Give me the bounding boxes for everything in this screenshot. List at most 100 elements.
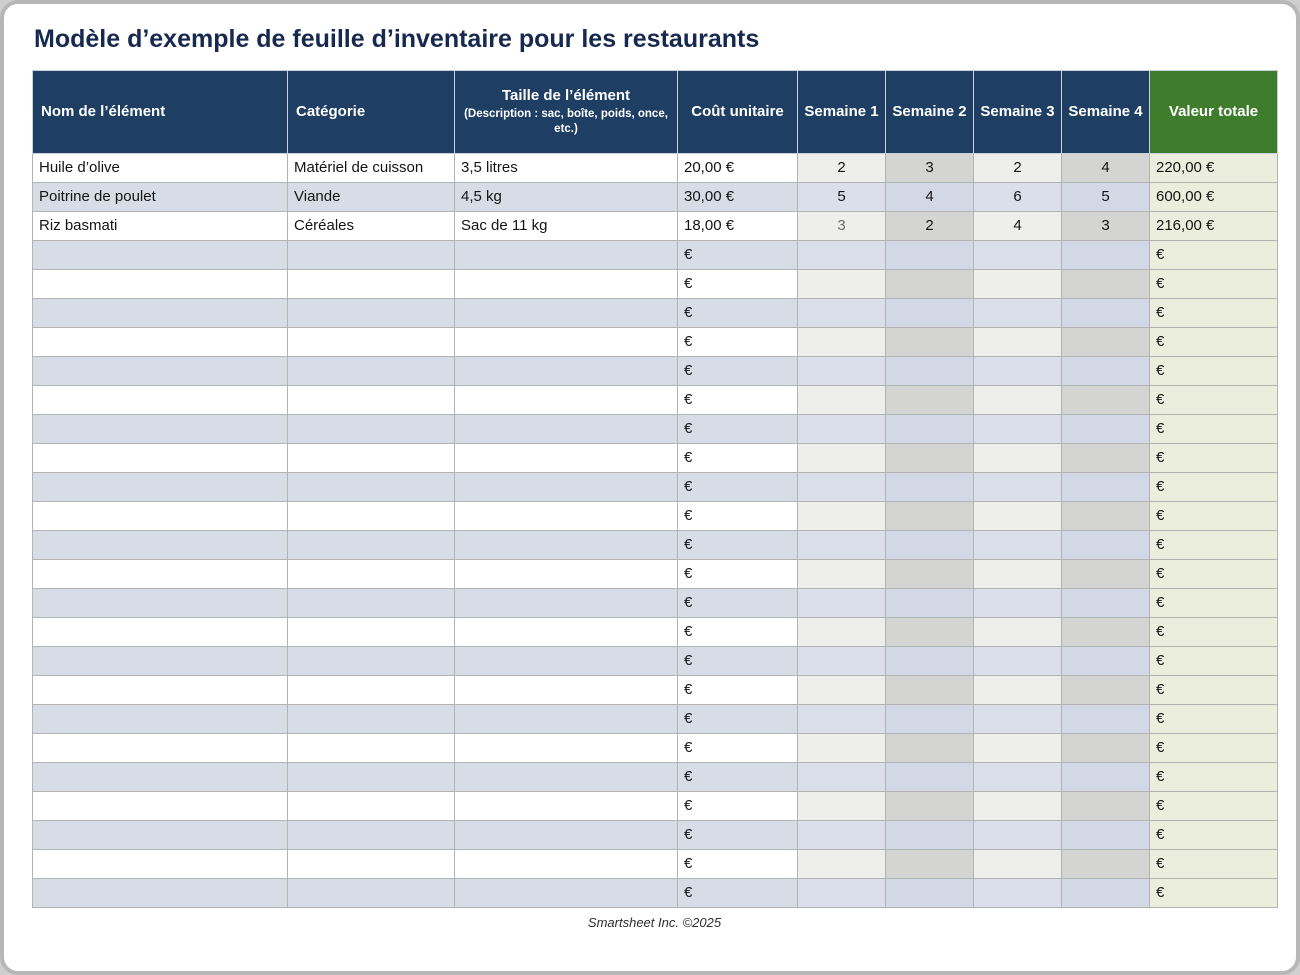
cell-unit-cost[interactable]: € [677,413,798,444]
cell-total-value[interactable]: 216,00 € [1149,210,1278,241]
cell-item-name[interactable] [32,819,288,850]
cell-total-value[interactable]: € [1149,848,1278,879]
cell-week-1[interactable] [797,355,886,386]
cell-item-name[interactable] [32,326,288,357]
cell-item-name[interactable] [32,558,288,589]
cell-week-1[interactable] [797,558,886,589]
cell-unit-cost[interactable]: € [677,239,798,270]
cell-week-2[interactable] [885,645,974,676]
cell-category[interactable] [287,297,455,328]
cell-week-1[interactable] [797,674,886,705]
cell-unit-cost[interactable]: € [677,819,798,850]
cell-item-size[interactable] [454,761,678,792]
cell-item-name[interactable] [32,500,288,531]
cell-item-name[interactable] [32,471,288,502]
cell-unit-cost[interactable]: € [677,732,798,763]
cell-category[interactable]: Viande [287,181,455,212]
cell-week-4[interactable]: 4 [1061,152,1150,183]
cell-week-3[interactable] [973,500,1062,531]
cell-week-4[interactable] [1061,326,1150,357]
cell-category[interactable] [287,529,455,560]
cell-category[interactable] [287,616,455,647]
cell-item-name[interactable] [32,268,288,299]
cell-item-name[interactable]: Poitrine de poulet [32,181,288,212]
cell-total-value[interactable]: € [1149,239,1278,270]
cell-week-4[interactable] [1061,732,1150,763]
cell-category[interactable]: Céréales [287,210,455,241]
cell-week-2[interactable] [885,268,974,299]
cell-total-value[interactable]: € [1149,355,1278,386]
cell-week-1[interactable] [797,413,886,444]
cell-week-2[interactable] [885,616,974,647]
cell-week-4[interactable] [1061,674,1150,705]
cell-week-1[interactable] [797,819,886,850]
cell-item-name[interactable] [32,790,288,821]
cell-week-4[interactable] [1061,877,1150,908]
cell-week-3[interactable]: 2 [973,152,1062,183]
cell-week-2[interactable] [885,413,974,444]
cell-week-2[interactable] [885,355,974,386]
cell-week-4[interactable] [1061,500,1150,531]
cell-week-2[interactable] [885,674,974,705]
cell-unit-cost[interactable]: € [677,500,798,531]
cell-week-1[interactable] [797,790,886,821]
cell-category[interactable] [287,819,455,850]
cell-week-4[interactable] [1061,819,1150,850]
cell-week-1[interactable]: 3 [797,210,886,241]
cell-week-2[interactable] [885,442,974,473]
cell-week-3[interactable] [973,268,1062,299]
cell-week-3[interactable] [973,645,1062,676]
cell-item-name[interactable]: Riz basmati [32,210,288,241]
cell-item-name[interactable] [32,761,288,792]
cell-week-4[interactable] [1061,529,1150,560]
cell-week-2[interactable] [885,500,974,531]
cell-total-value[interactable]: € [1149,558,1278,589]
cell-week-2[interactable] [885,587,974,618]
cell-week-2[interactable] [885,703,974,734]
cell-item-size[interactable] [454,471,678,502]
cell-item-name[interactable] [32,239,288,270]
cell-item-name[interactable] [32,587,288,618]
cell-item-name[interactable]: Huile d’olive [32,152,288,183]
cell-item-size[interactable] [454,239,678,270]
cell-category[interactable] [287,761,455,792]
cell-unit-cost[interactable]: € [677,616,798,647]
cell-week-3[interactable] [973,616,1062,647]
cell-week-3[interactable] [973,471,1062,502]
cell-week-1[interactable] [797,877,886,908]
cell-unit-cost[interactable]: € [677,877,798,908]
cell-total-value[interactable]: € [1149,703,1278,734]
cell-item-name[interactable] [32,848,288,879]
cell-item-name[interactable] [32,645,288,676]
cell-week-3[interactable] [973,239,1062,270]
cell-total-value[interactable]: € [1149,587,1278,618]
cell-week-3[interactable] [973,558,1062,589]
cell-category[interactable] [287,442,455,473]
cell-week-4[interactable] [1061,645,1150,676]
cell-unit-cost[interactable]: € [677,442,798,473]
cell-unit-cost[interactable]: € [677,587,798,618]
cell-week-4[interactable] [1061,790,1150,821]
cell-week-3[interactable]: 6 [973,181,1062,212]
cell-item-size[interactable] [454,442,678,473]
cell-item-size[interactable] [454,297,678,328]
cell-week-1[interactable] [797,326,886,357]
cell-week-1[interactable] [797,384,886,415]
cell-week-2[interactable]: 3 [885,152,974,183]
cell-week-1[interactable] [797,500,886,531]
cell-week-2[interactable] [885,239,974,270]
cell-item-name[interactable] [32,674,288,705]
cell-week-3[interactable] [973,529,1062,560]
cell-total-value[interactable]: € [1149,732,1278,763]
cell-week-2[interactable] [885,297,974,328]
cell-unit-cost[interactable]: € [677,326,798,357]
cell-total-value[interactable]: € [1149,471,1278,502]
cell-total-value[interactable]: 600,00 € [1149,181,1278,212]
cell-total-value[interactable]: € [1149,268,1278,299]
cell-week-4[interactable] [1061,848,1150,879]
cell-unit-cost[interactable]: € [677,268,798,299]
cell-week-1[interactable] [797,239,886,270]
cell-item-name[interactable] [32,413,288,444]
cell-week-3[interactable] [973,297,1062,328]
cell-week-4[interactable]: 5 [1061,181,1150,212]
